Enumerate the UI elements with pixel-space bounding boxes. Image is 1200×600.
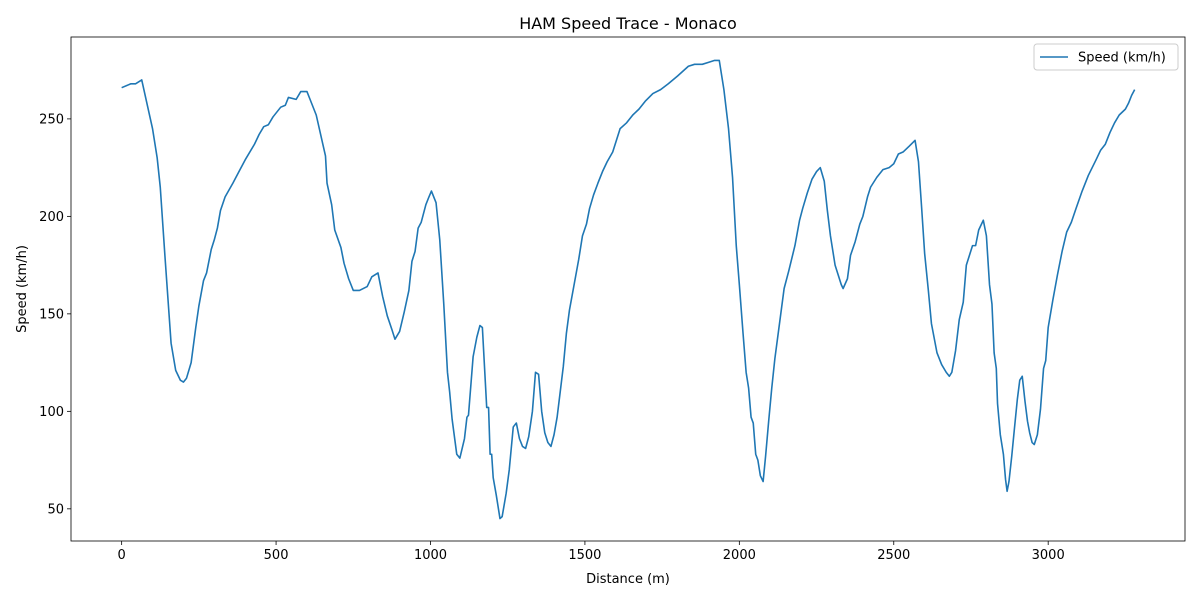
legend-label: Speed (km/h) (1078, 51, 1166, 66)
y-tick-label: 50 (47, 502, 64, 517)
x-tick-label: 2000 (723, 548, 756, 563)
x-tick-label: 1000 (414, 548, 447, 563)
x-tick-label: 500 (264, 548, 289, 563)
x-tick-label: 0 (118, 548, 126, 563)
x-tick-label: 3000 (1032, 548, 1065, 563)
x-tick-label: 2500 (877, 548, 910, 563)
x-axis-label: Distance (m) (586, 572, 670, 587)
x-tick-label: 1500 (568, 548, 601, 563)
chart-title: HAM Speed Trace - Monaco (519, 14, 737, 33)
speed-line (121, 59, 1136, 520)
legend-box (1033, 43, 1179, 71)
y-tick-label: 250 (39, 112, 64, 127)
y-axis-label: Speed (km/h) (15, 245, 30, 333)
y-tick-label: 100 (39, 405, 64, 420)
y-tick-label: 150 (39, 307, 64, 322)
y-tick-label: 200 (39, 210, 64, 225)
axes-frame (70, 36, 1186, 542)
